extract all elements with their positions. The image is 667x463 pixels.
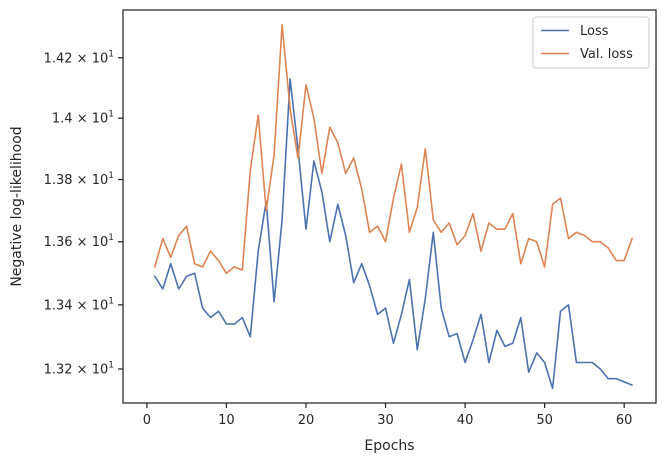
x-tick-label: 50 xyxy=(536,413,553,428)
y-tick-label: 1.36 × 101 xyxy=(44,233,114,250)
x-tick-label: 0 xyxy=(143,413,151,428)
x-tick-label: 40 xyxy=(457,413,474,428)
series-line-0 xyxy=(154,78,633,390)
legend-label-val-loss: Val. loss xyxy=(580,47,633,62)
x-axis-label: Epochs xyxy=(364,438,414,454)
x-axis-ticks: 0 10 20 30 40 50 60 xyxy=(143,403,633,428)
series-layer xyxy=(154,24,633,390)
series-line-1 xyxy=(154,24,633,275)
legend: Loss Val. loss xyxy=(532,16,650,69)
x-tick-label: 30 xyxy=(377,413,394,428)
plot-frame xyxy=(122,9,657,404)
legend-label-loss: Loss xyxy=(580,24,609,39)
y-tick-label: 1.32 × 101 xyxy=(44,360,114,377)
x-tick-label: 60 xyxy=(616,413,633,428)
plot-background xyxy=(123,10,656,403)
y-tick-label: 1.38 × 101 xyxy=(44,171,114,188)
x-tick-label: 10 xyxy=(218,413,235,428)
y-tick-label: 1.42 × 101 xyxy=(44,49,114,66)
x-tick-label: 20 xyxy=(298,413,315,428)
y-tick-label: 1.34 × 101 xyxy=(44,296,114,313)
y-tick-label: 1.4 × 101 xyxy=(52,110,114,127)
y-axis-ticks: 1.32 × 101 1.34 × 101 1.36 × 101 1.38 × 101… xyxy=(44,49,123,377)
y-axis-label: Negative log-likelihood xyxy=(9,126,25,286)
